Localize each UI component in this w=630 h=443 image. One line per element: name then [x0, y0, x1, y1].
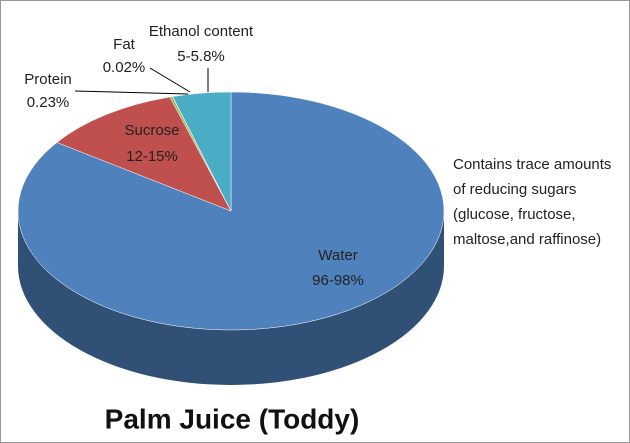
slice-label: Protein — [24, 71, 72, 88]
slice-label: Sucrose — [124, 122, 179, 139]
slice-label: Water — [318, 247, 357, 264]
annotation-line: maltose,and raffinose) — [453, 231, 601, 248]
slice-value-label: 5-5.8% — [177, 48, 225, 65]
slice-value-label: 0.02% — [103, 59, 146, 76]
slice — [172, 91, 232, 212]
slice-label: Fat — [113, 36, 136, 53]
annotation-line: Contains trace amounts — [453, 156, 611, 173]
slice-side — [18, 211, 444, 385]
slice — [17, 91, 445, 331]
annotation-line: of reducing sugars — [453, 181, 576, 198]
annotation-line: (glucose, fructose, — [453, 206, 576, 223]
slice-value-label: 96-98% — [312, 272, 364, 289]
slice — [56, 96, 232, 212]
leader-line — [149, 67, 191, 93]
leader-line — [74, 90, 189, 95]
chart-title: Palm Juice (Toddy) — [105, 403, 360, 434]
slice-value-label: 0.23% — [27, 94, 70, 111]
slice-value-label: 12-15% — [126, 148, 178, 165]
slice-label: Ethanol content — [149, 23, 254, 40]
